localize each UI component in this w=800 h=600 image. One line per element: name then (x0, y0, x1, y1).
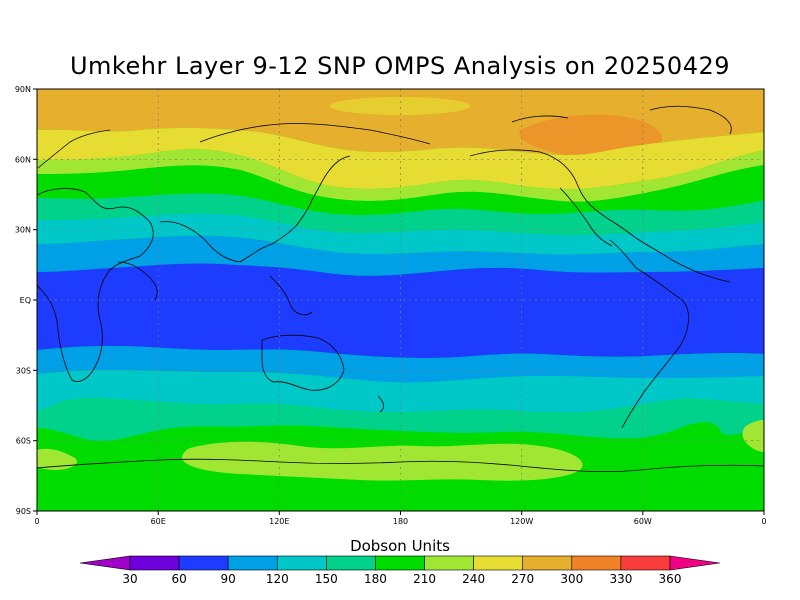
colorbar-swatch-180-210 (375, 555, 425, 571)
lon-label-120e: 120E (269, 517, 289, 526)
band-210-240-south-west (37, 448, 78, 470)
colorbar-swatch-240-270 (473, 555, 524, 571)
lon-label-60w: 60W (634, 517, 652, 526)
lat-label-90s: 90S (16, 507, 31, 516)
lat-label-60s: 60S (16, 437, 31, 446)
band-180-210-north (37, 165, 764, 216)
band-60-90-tropics (37, 263, 764, 358)
colorbar-swatch-330-360 (620, 555, 671, 571)
colorbar-swatch-210-240 (424, 555, 474, 571)
lon-label-60e: 60E (151, 517, 166, 526)
colorbar-label-180: 180 (364, 572, 387, 586)
band-120-150-south (37, 370, 764, 413)
lon-label-0-east: 0 (761, 517, 766, 526)
colorbar-swatch-120-150 (276, 555, 327, 571)
colorbar-label-30: 30 (122, 572, 137, 586)
lat-label-eq: EQ (20, 296, 31, 305)
band-210-240-north (37, 149, 764, 202)
colorbar-label-210: 210 (413, 572, 436, 586)
colorbar-swatch-60-90 (178, 555, 229, 571)
lat-label-30s: 30S (16, 366, 31, 375)
colorbar-swatch-90-120 (227, 555, 278, 571)
map-title: Umkehr Layer 9-12 SNP OMPS Analysis on 2… (69, 52, 730, 80)
lat-label-30n: 30N (15, 226, 31, 235)
band-240-270-north (37, 127, 764, 190)
colorbar-label-300: 300 (560, 572, 583, 586)
colorbar-labels: 30 60 90 120 150 180 210 240 270 300 330 360 (122, 572, 681, 586)
colorbar-swatch-150-180 (326, 555, 376, 571)
colorbar-label-240: 240 (462, 572, 485, 586)
colorbar-label-60: 60 (171, 572, 186, 586)
lon-label-0-west: 0 (34, 517, 39, 526)
colorbar-swatch-above-360 (669, 555, 721, 571)
colorbar-label-150: 150 (315, 572, 338, 586)
colorbar-swatch-30-60 (129, 555, 180, 571)
anomaly-300-north-pacific (330, 97, 470, 115)
lat-label-90n: 90N (15, 85, 31, 94)
band-90-120-north (37, 235, 764, 276)
colorbar-swatches (79, 555, 721, 571)
band-90-120-south (37, 346, 764, 383)
colorbar-label-120: 120 (266, 572, 289, 586)
lon-label-180: 180 (393, 517, 408, 526)
coastlines (37, 105, 764, 473)
lon-label-120w: 120W (510, 517, 533, 526)
lat-label-60n: 60N (15, 155, 31, 164)
colorbar-swatch-300-330 (571, 555, 622, 571)
axis-ticks (33, 88, 765, 515)
lat-lon-grid (37, 89, 764, 511)
band-150-180-north (37, 193, 764, 235)
colorbar-label-270: 270 (511, 572, 534, 586)
contour-field (37, 89, 764, 511)
colorbar-swatch-below-30 (79, 555, 131, 571)
colorbar-label-90: 90 (221, 572, 236, 586)
colorbar-label-330: 330 (609, 572, 632, 586)
colorbar-swatch-270-300 (522, 555, 573, 571)
colorbar-label-360: 360 (659, 572, 682, 586)
band-210-240-south-east (742, 420, 764, 452)
band-210-240-south-pacific (181, 441, 583, 481)
colorbar-title: Dobson Units (350, 537, 450, 555)
